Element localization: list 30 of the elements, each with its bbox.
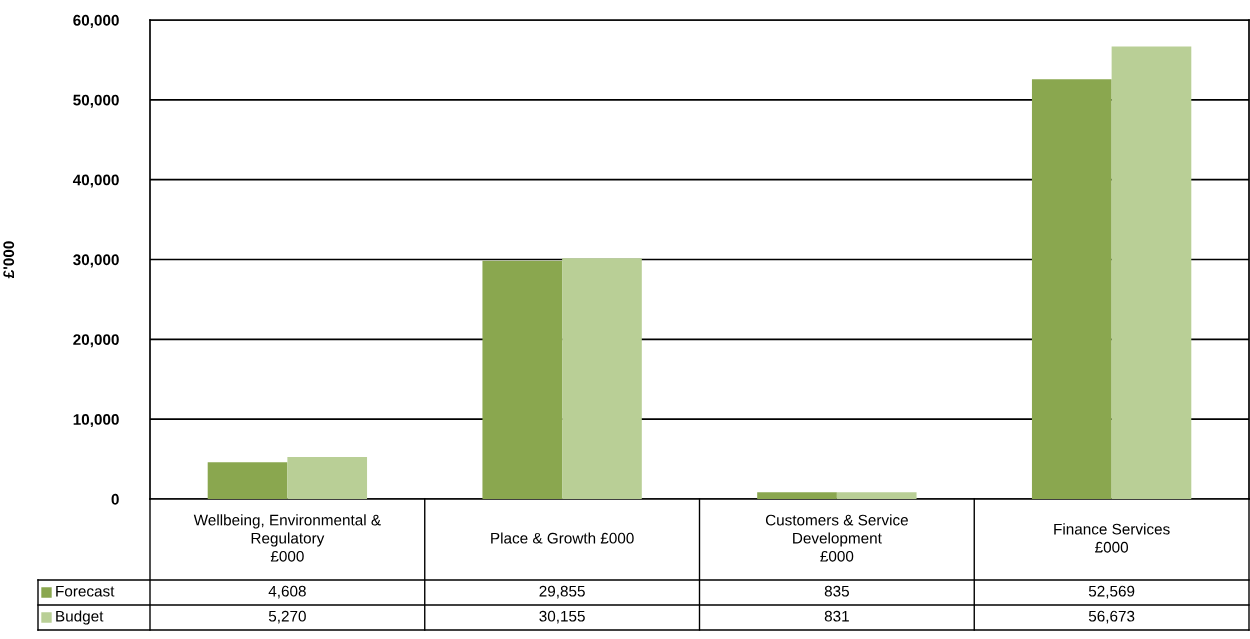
data-label: 56,673 [1088, 610, 1135, 624]
y-tick-label: 10,000 [73, 414, 119, 428]
y-tick-label: 60,000 [73, 14, 119, 28]
y-axis-title: £'000 [3, 241, 15, 279]
data-label: 4,608 [268, 585, 306, 599]
bar [1111, 46, 1192, 499]
legend-label: Budget [56, 610, 104, 625]
data-label: 835 [824, 585, 849, 597]
bar [757, 492, 837, 499]
x-tick-label: Finance Services £000 [1054, 523, 1170, 553]
bar [482, 260, 563, 499]
bar [562, 258, 642, 499]
data-label: 29,855 [539, 585, 585, 599]
legend-label: Forecast [56, 585, 115, 597]
y-tick-label: 50,000 [73, 94, 119, 108]
bar [287, 456, 368, 499]
y-tick-label: 30,000 [73, 254, 119, 268]
bar [1031, 79, 1112, 499]
x-tick-label: Place & Growth £000 [491, 532, 634, 544]
data-label: 831 [824, 610, 849, 622]
x-tick-label: Customers & Service Development £000 [765, 514, 908, 562]
data-label: 52,569 [1088, 585, 1135, 599]
y-tick-label: 20,000 [73, 334, 119, 348]
bar [207, 462, 288, 499]
bar [836, 492, 917, 499]
data-label: 30,155 [539, 610, 585, 624]
y-tick-label: 40,000 [72, 174, 119, 188]
y-tick-label: 0 [111, 493, 119, 505]
x-tick-label: Wellbeing, Environmental & Regulatory £000 [193, 514, 381, 562]
data-label: 5,270 [268, 610, 306, 624]
